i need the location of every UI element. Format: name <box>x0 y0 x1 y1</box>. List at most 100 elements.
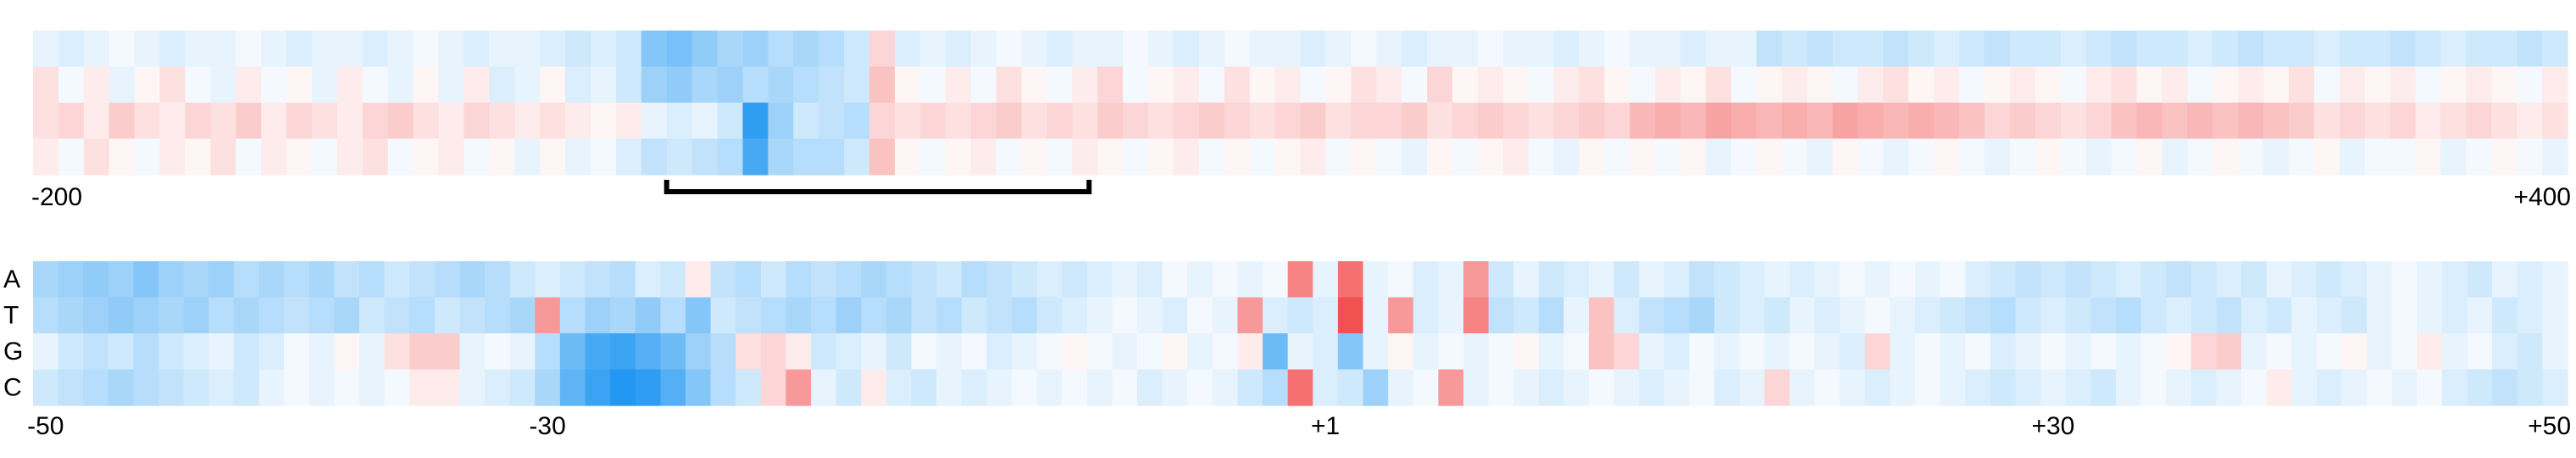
heatmap-cell <box>413 103 440 140</box>
heatmap-cell <box>2241 333 2268 371</box>
heatmap-cell <box>1313 333 1339 371</box>
heatmap-cell <box>2241 369 2268 406</box>
heatmap-cell <box>2266 297 2292 334</box>
heatmap-cell <box>133 369 159 406</box>
heatmap-cell <box>1198 66 1225 103</box>
heatmap-cell <box>1579 138 1606 176</box>
heatmap-cell <box>1934 66 1960 103</box>
heatmap-cell <box>2390 138 2417 176</box>
heatmap-cell <box>1477 138 1504 176</box>
heatmap-cell <box>565 31 591 68</box>
heatmap-cell <box>1915 369 1941 406</box>
heatmap-cell <box>2441 261 2468 299</box>
heatmap-cell <box>387 66 414 103</box>
heatmap-cell <box>2166 261 2192 299</box>
heatmap-cell <box>286 31 313 68</box>
heatmap-cell <box>1036 333 1063 371</box>
heatmap-cell <box>2491 66 2518 103</box>
heatmap-cell <box>2060 66 2087 103</box>
heatmap-cell <box>1814 261 1840 299</box>
heatmap-cell <box>358 261 386 299</box>
heatmap-cell <box>33 66 59 103</box>
heatmap-cell <box>559 333 586 371</box>
heatmap-cell <box>2187 138 2213 176</box>
heatmap-cell <box>1730 138 1757 176</box>
heatmap-cell <box>1036 297 1063 334</box>
heatmap-cell <box>2291 369 2318 406</box>
heatmap-cell <box>413 31 440 68</box>
heatmap-cell <box>2291 261 2318 299</box>
heatmap-cell <box>961 333 987 371</box>
heatmap-cell <box>286 138 313 176</box>
heatmap-cell <box>585 333 611 371</box>
heatmap-cell <box>1553 103 1580 140</box>
heatmap-cell <box>1706 31 1732 68</box>
heatmap-cell <box>2212 103 2239 140</box>
heatmap-cell <box>1680 138 1707 176</box>
heatmap-cell <box>615 138 642 176</box>
heatmap-cell <box>1112 261 1138 299</box>
heatmap-cell <box>1097 66 1124 103</box>
heatmap-cell <box>1488 297 1514 334</box>
heatmap-cell <box>1313 297 1339 334</box>
heatmap-cell <box>1148 138 1174 176</box>
heatmap-cell <box>1452 103 1479 140</box>
heatmap-cell <box>2190 297 2218 334</box>
heatmap-cell <box>1553 138 1580 176</box>
heatmap-cell <box>1325 66 1352 103</box>
heatmap-cell <box>1300 31 1327 68</box>
heatmap-cell <box>1325 138 1352 176</box>
heatmap-cell <box>1538 297 1565 334</box>
heatmap-cell <box>811 261 837 299</box>
heatmap-cell <box>2367 369 2393 406</box>
heatmap-cell <box>1706 103 1732 140</box>
heatmap-cell <box>1883 138 1909 176</box>
heatmap-cell <box>1639 369 1665 406</box>
heatmap-cell <box>2085 66 2112 103</box>
heatmap-cell <box>945 66 972 103</box>
heatmap-cell <box>1840 297 1866 334</box>
heatmap-cell <box>384 369 410 406</box>
heatmap-cell <box>1137 333 1163 371</box>
heatmap-cell <box>464 138 490 176</box>
x-tick-label: +1 <box>1311 412 1340 440</box>
heatmap-cell <box>1934 103 1960 140</box>
heatmap-cell <box>1187 297 1213 334</box>
heatmap-cell <box>1807 66 1834 103</box>
heatmap-cell <box>2339 138 2366 176</box>
heatmap-cell <box>861 261 887 299</box>
heatmap-cell <box>565 138 591 176</box>
heatmap-cell <box>1915 261 1941 299</box>
heatmap-cell <box>1883 31 1909 68</box>
heatmap-cell <box>1985 31 2011 68</box>
heatmap-cell <box>970 138 997 176</box>
heatmap-cell <box>1553 31 1580 68</box>
heatmap-cell <box>514 31 541 68</box>
heatmap-cell <box>387 138 414 176</box>
heatmap-cell <box>717 31 744 68</box>
heatmap-cell <box>208 297 235 334</box>
heatmap-cell <box>610 261 636 299</box>
heatmap-cell <box>1402 31 1428 68</box>
heatmap-cell <box>996 31 1023 68</box>
heatmap-cell <box>844 138 870 176</box>
heatmap-cell <box>1538 261 1565 299</box>
heatmap-cell <box>1680 66 1707 103</box>
heatmap-cell <box>1553 66 1580 103</box>
heatmap-cell <box>996 66 1023 103</box>
heatmap-cell <box>911 261 937 299</box>
heatmap-cell <box>1934 138 1960 176</box>
heatmap-cell <box>1402 103 1428 140</box>
heatmap-cell <box>2263 66 2290 103</box>
heatmap-cell <box>685 369 712 406</box>
heatmap-cell <box>819 138 845 176</box>
heatmap-cell <box>1781 138 1808 176</box>
heatmap-cell <box>233 333 260 371</box>
heatmap-cell <box>2316 297 2343 334</box>
heatmap-cell <box>1086 261 1113 299</box>
heatmap-cell <box>760 261 787 299</box>
heatmap-cell <box>33 31 59 68</box>
heatmap-cell <box>585 297 611 334</box>
heatmap-cell <box>1337 333 1364 371</box>
heatmap-cell <box>1563 369 1590 406</box>
